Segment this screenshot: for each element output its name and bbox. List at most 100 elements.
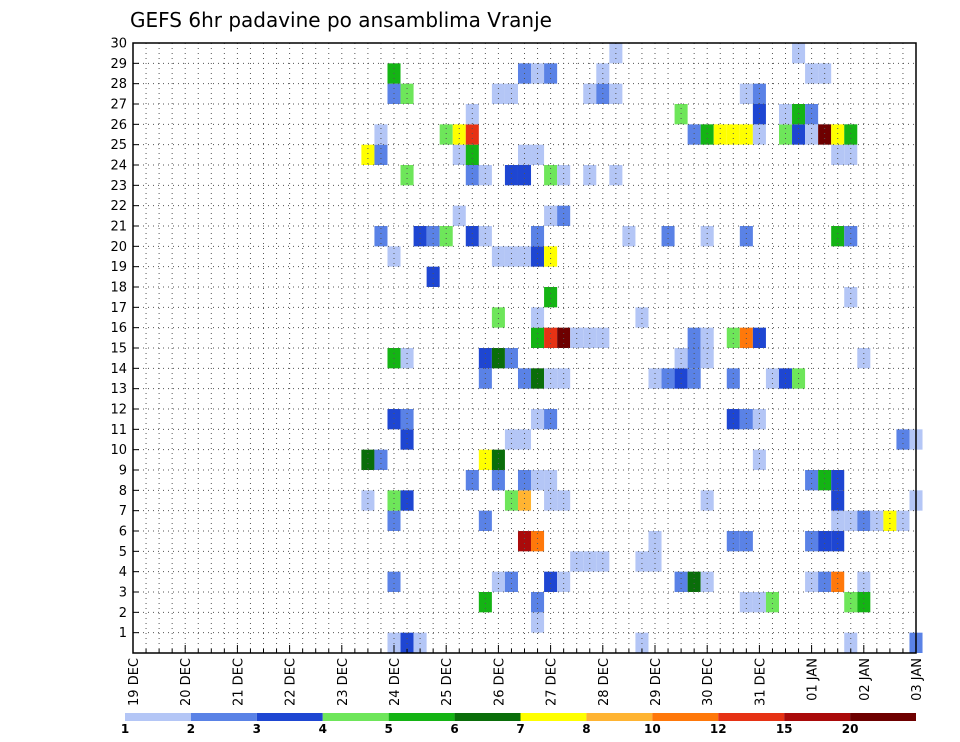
heatmap-cell	[465, 226, 479, 247]
y-tick-label: 3	[119, 586, 127, 601]
heatmap-cell	[818, 571, 832, 592]
heatmap-cell	[648, 531, 662, 552]
legend-label: 8	[582, 722, 590, 736]
heatmap-cell	[752, 409, 766, 430]
heatmap-cell	[491, 307, 505, 328]
heatmap-cell	[792, 104, 806, 125]
heatmap-cell	[739, 327, 753, 348]
heatmap-cell	[478, 592, 492, 613]
heatmap-cell	[713, 124, 727, 145]
heatmap-cell	[609, 165, 623, 186]
heatmap-cell	[778, 124, 793, 145]
heatmap-cell	[792, 124, 806, 145]
y-tick-label: 29	[110, 57, 127, 72]
grid-layer	[133, 42, 916, 653]
heatmap-cell	[596, 327, 610, 348]
heatmap-cell	[648, 551, 662, 572]
x-tick-label: 30 DEC	[701, 658, 716, 706]
heatmap-cell	[831, 144, 845, 165]
heatmap-cell	[596, 551, 610, 572]
y-tick-label: 15	[110, 342, 127, 357]
heatmap-cell	[531, 144, 545, 165]
heatmap-cell	[818, 470, 832, 491]
y-tick-label: 18	[110, 281, 127, 296]
heatmap-cell	[700, 124, 714, 145]
y-axis: 1234567891011121314151617181920212223242…	[110, 37, 139, 641]
legend-label: 4	[319, 722, 327, 736]
x-tick-label: 31 DEC	[753, 658, 768, 706]
y-tick-label: 28	[110, 77, 127, 92]
x-tick-label: 29 DEC	[649, 658, 664, 706]
heatmap-cell	[896, 510, 910, 531]
heatmap-cell	[752, 592, 766, 613]
legend-swatch	[322, 713, 389, 721]
heatmap-cell	[361, 144, 375, 165]
heatmap-cell	[805, 104, 819, 125]
heatmap-cell	[661, 226, 675, 247]
heatmap-cell	[805, 124, 819, 145]
heatmap-cell	[557, 571, 571, 592]
heatmap-cell	[739, 531, 753, 552]
heatmap-cell	[570, 327, 584, 348]
heatmap-cell	[844, 226, 858, 247]
heatmap-cell	[896, 429, 910, 450]
heatmap-cell	[374, 144, 388, 165]
y-tick-label: 9	[119, 464, 127, 479]
x-tick-label: 22 DEC	[284, 658, 299, 706]
heatmap-cell	[374, 226, 388, 247]
legend-label: 10	[644, 722, 661, 736]
legend-label: 7	[516, 722, 524, 736]
legend-label: 15	[776, 722, 793, 736]
heatmap-cell	[831, 490, 845, 511]
heatmap-cell	[531, 612, 545, 633]
legend-swatch	[784, 713, 851, 721]
heatmap-cell	[687, 571, 701, 592]
heatmap-cell	[844, 144, 858, 165]
heatmap-cell	[387, 409, 401, 430]
heatmap-cell	[583, 551, 597, 572]
heatmap-cell	[400, 165, 414, 186]
x-tick-label: 01 JAN	[806, 658, 821, 701]
heatmap-cell	[531, 531, 545, 552]
y-tick-label: 30	[110, 37, 127, 52]
heatmap-cell	[544, 470, 558, 491]
y-tick-label: 24	[110, 159, 127, 174]
heatmap-cell	[465, 124, 479, 145]
heatmap-cell	[687, 124, 701, 145]
heatmap-cell	[478, 510, 492, 531]
heatmap-cell	[752, 104, 766, 125]
heatmap-cell	[504, 490, 518, 511]
heatmap-cell	[570, 551, 584, 572]
y-tick-label: 8	[119, 484, 127, 499]
heatmap-cell	[831, 470, 845, 491]
legend-label: 12	[710, 722, 727, 736]
heatmap-cell	[844, 510, 858, 531]
heatmap-cell	[491, 470, 505, 491]
heatmap-cell	[491, 246, 505, 267]
heatmap-cell	[504, 246, 518, 267]
heatmap-cell	[387, 246, 401, 267]
legend-swatch	[454, 713, 521, 721]
heatmap-cell	[622, 226, 636, 247]
heatmap-cell	[805, 571, 819, 592]
heatmap-cell	[844, 592, 858, 613]
legend-swatch	[388, 713, 455, 721]
heatmap-cell	[531, 307, 545, 328]
heatmap-cell	[765, 592, 779, 613]
x-tick-label: 03 JAN	[910, 658, 925, 701]
x-tick-label: 24 DEC	[388, 658, 403, 706]
heatmap-cell	[557, 205, 571, 226]
heatmap-cell	[752, 327, 766, 348]
heatmap-cell	[752, 124, 766, 145]
heatmap-cell	[452, 144, 466, 165]
chart-title: GEFS 6hr padavine po ansamblima Vranje	[130, 8, 552, 32]
heatmap-cell	[544, 287, 558, 308]
heatmap-cell	[557, 327, 571, 348]
heatmap-cell	[726, 124, 740, 145]
heatmap-cell	[478, 226, 492, 247]
heatmap-cell	[818, 124, 832, 145]
heatmap-cell	[857, 510, 871, 531]
heatmap-cell	[452, 205, 466, 226]
heatmap-cell	[818, 531, 832, 552]
